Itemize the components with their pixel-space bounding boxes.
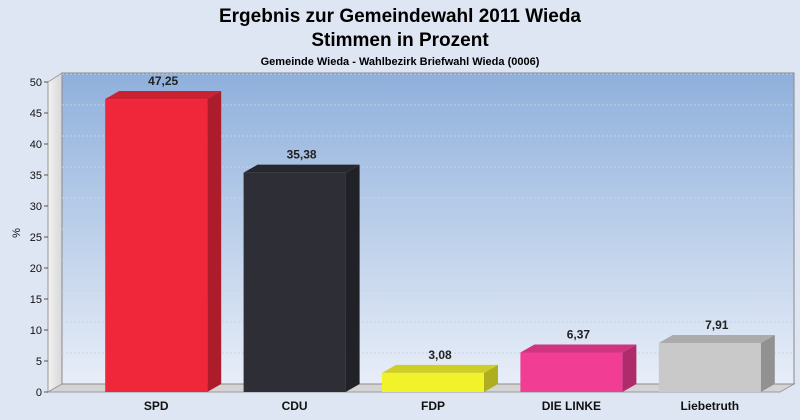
y-tick-label: 0 (36, 387, 42, 399)
category-label: SPD (144, 399, 169, 413)
value-label: 47,25 (148, 74, 178, 88)
bar-side (345, 164, 360, 392)
y-tick-label: 50 (30, 77, 42, 89)
y-tick-label: 5 (36, 356, 42, 368)
y-tick-label: 10 (30, 325, 42, 337)
bar-top (105, 91, 222, 100)
category-label: FDP (421, 399, 445, 413)
bar-side (760, 334, 775, 392)
bar-top (382, 364, 498, 373)
bar-side (484, 364, 498, 392)
y-tick-label: 20 (30, 263, 42, 275)
category-label: DIE LINKE (542, 399, 601, 413)
value-label: 7,91 (705, 318, 729, 332)
plot-side-wall (47, 72, 63, 393)
bar (105, 91, 222, 393)
y-axis-label: % (11, 228, 23, 238)
chart-caption: Gemeinde Wieda - Wahlbezirk Briefwahl Wi… (261, 56, 540, 68)
y-tick-label: 15 (30, 294, 42, 306)
category-labels: SPD CDU FDP DIE LINKE Liebetruth (144, 399, 739, 413)
y-tick-label: 35 (30, 170, 42, 182)
bar (520, 344, 637, 392)
category-label: CDU (282, 399, 308, 413)
bar (243, 164, 360, 392)
y-axis-ticks: 0 5 10 15 20 25 30 35 40 45 50 (30, 77, 48, 399)
bar-top (520, 344, 637, 353)
value-label: 35,38 (287, 148, 317, 162)
bar-side (622, 344, 637, 392)
bar-top (243, 164, 360, 173)
bar (658, 334, 775, 392)
bar-front (658, 342, 761, 392)
value-labels: 47,25 35,38 3,08 6,37 7,91 (148, 74, 729, 362)
bars (105, 91, 775, 393)
bar-front (382, 372, 484, 392)
bar-front (105, 99, 208, 393)
chart-subtitle: Stimmen in Prozent (311, 30, 489, 51)
y-tick-label: 40 (30, 139, 42, 151)
y-tick-label: 25 (30, 232, 42, 244)
y-tick-label: 45 (30, 108, 42, 120)
bar (382, 364, 498, 392)
bar-top (658, 334, 775, 343)
y-tick-label: 30 (30, 201, 42, 213)
value-label: 3,08 (428, 348, 452, 362)
value-label: 6,37 (567, 328, 591, 342)
bar-side (207, 91, 222, 393)
bar-front (243, 172, 346, 392)
category-label: Liebetruth (680, 399, 739, 413)
bar-front (520, 352, 623, 392)
chart-title: Ergebnis zur Gemeindewahl 2011 Wieda (219, 6, 581, 27)
